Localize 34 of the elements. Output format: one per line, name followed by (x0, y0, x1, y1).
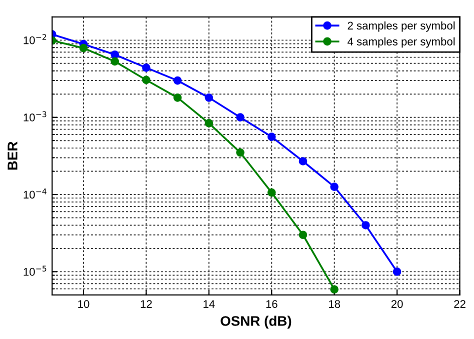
point (330, 285, 339, 294)
point (236, 148, 244, 157)
point (204, 93, 214, 102)
y-tick-label: 10$^{−2}$ (24, 34, 46, 44)
point (330, 182, 339, 191)
point (173, 93, 182, 102)
point (298, 230, 308, 240)
point (142, 76, 150, 84)
point (298, 157, 308, 166)
y-tick-label: 10$^{−3}$ (24, 111, 46, 122)
y-axis-title: BER (8, 142, 18, 170)
x-tick-label: 10 (78, 300, 90, 308)
point (267, 188, 276, 197)
x-tick-label: 16 (266, 300, 278, 308)
point (79, 44, 88, 52)
point (236, 113, 244, 122)
x-axis-title: OSNR (dB) (220, 316, 292, 329)
point (392, 268, 402, 276)
x-tick-label: 22 (454, 300, 466, 308)
x-tick-label: 14 (204, 300, 215, 308)
y-tick-label: 10$^{−5}$ (24, 266, 46, 276)
point (173, 76, 182, 85)
point (110, 50, 120, 59)
legend-label: 2 samples per symbol (348, 21, 455, 32)
x-tick-label: 20 (391, 300, 403, 308)
point (142, 64, 150, 72)
point (362, 221, 370, 230)
legend-label: 4 samples per symbol (348, 37, 455, 48)
point (110, 57, 120, 66)
y-tick-label: 10$^{−4}$ (24, 188, 46, 199)
x-tick-label: 18 (329, 300, 340, 308)
point (204, 119, 214, 128)
point (267, 132, 276, 141)
x-tick-label: 12 (140, 300, 152, 308)
